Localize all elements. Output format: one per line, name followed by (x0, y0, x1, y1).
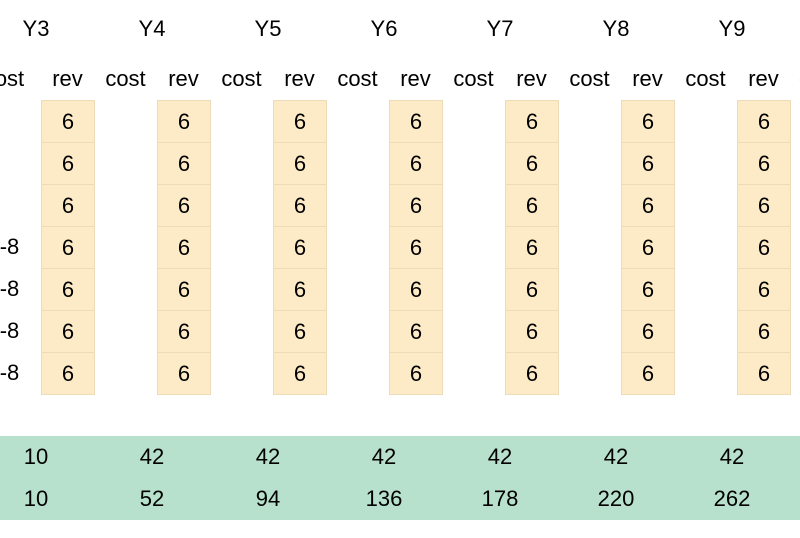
rev-cell: 6 (273, 226, 327, 269)
cost-cell: -8 (0, 360, 20, 385)
year-header: Y8 (602, 16, 630, 41)
rev-header: rev (168, 66, 199, 91)
rev-cell: 6 (737, 142, 791, 185)
rev-cell: 6 (737, 352, 791, 395)
rev-cell: 6 (41, 184, 95, 227)
cost-header: cost (337, 66, 378, 91)
rev-cell: 6 (389, 268, 443, 311)
year-header: Y7 (486, 16, 514, 41)
rev-cell: 6 (621, 184, 675, 227)
rev-header: rev (400, 66, 431, 91)
cost-header: cost (221, 66, 262, 91)
rev-cell: 6 (737, 268, 791, 311)
year-header: Y4 (138, 16, 166, 41)
cost-cell: -8 (0, 234, 20, 259)
rev-cell: 6 (737, 184, 791, 227)
year-header: Y9 (718, 16, 746, 41)
rev-cell: 6 (621, 352, 675, 395)
rev-cell: 6 (389, 226, 443, 269)
rev-cell: 6 (389, 100, 443, 143)
rev-cell: 6 (389, 142, 443, 185)
rev-cell: 6 (505, 352, 559, 395)
cost-header: cost (685, 66, 726, 91)
cost-header: cost (453, 66, 494, 91)
cumulative-cell: 10 (23, 486, 49, 511)
rev-cell: 6 (273, 352, 327, 395)
cumulative-cell: 52 (139, 486, 165, 511)
total-cell: 42 (371, 444, 397, 469)
rev-cell: 6 (157, 184, 211, 227)
year-header: Y6 (370, 16, 398, 41)
rev-cell: 6 (41, 268, 95, 311)
rev-cell: 6 (621, 142, 675, 185)
rev-cell: 6 (157, 310, 211, 353)
rev-cell: 6 (737, 100, 791, 143)
rev-cell: 6 (273, 310, 327, 353)
rev-cell: 6 (273, 142, 327, 185)
rev-cell: 6 (737, 310, 791, 353)
rev-cell: 6 (505, 226, 559, 269)
rev-cell: 6 (621, 268, 675, 311)
cost-header: cost (569, 66, 610, 91)
total-cell: 10 (23, 444, 49, 469)
total-cell: 42 (603, 444, 629, 469)
partial-header: c (790, 58, 800, 100)
rev-cell: 6 (273, 268, 327, 311)
cumulative-cell: 262 (713, 486, 751, 511)
cumulative-cell: 94 (255, 486, 281, 511)
rev-cell: 6 (505, 268, 559, 311)
rev-header: rev (748, 66, 779, 91)
rev-header: rev (632, 66, 663, 91)
cost-cell: -8 (0, 276, 20, 301)
rev-cell: 6 (505, 184, 559, 227)
rev-cell: 6 (737, 226, 791, 269)
year-header: Y5 (254, 16, 282, 41)
rev-cell: 6 (389, 310, 443, 353)
cumulative-cell: 136 (365, 486, 403, 511)
cost-cell: -8 (0, 318, 20, 343)
cumulative-cell: 220 (597, 486, 635, 511)
rev-cell: 6 (389, 184, 443, 227)
cost-header: ost (0, 66, 25, 91)
rev-cell: 6 (621, 100, 675, 143)
rev-cell: 6 (621, 226, 675, 269)
cumulative-cell: 178 (481, 486, 519, 511)
rev-cell: 6 (505, 100, 559, 143)
rev-cell: 6 (41, 226, 95, 269)
rev-header: rev (52, 66, 83, 91)
rev-cell: 6 (389, 352, 443, 395)
rev-cell: 6 (273, 100, 327, 143)
rev-cell: 6 (505, 310, 559, 353)
rev-cell: 6 (157, 226, 211, 269)
rev-cell: 6 (41, 310, 95, 353)
total-cell: 42 (255, 444, 281, 469)
rev-cell: 6 (273, 184, 327, 227)
rev-cell: 6 (157, 352, 211, 395)
rev-cell: 6 (157, 100, 211, 143)
totals-row-bg (0, 436, 800, 520)
rev-cell: 6 (505, 142, 559, 185)
year-header: Y3 (22, 16, 50, 41)
total-cell: 42 (487, 444, 513, 469)
rev-cell: 6 (621, 310, 675, 353)
total-cell: 42 (719, 444, 745, 469)
cost-header: cost (105, 66, 146, 91)
total-cell: 42 (139, 444, 165, 469)
rev-header: rev (284, 66, 315, 91)
rev-cell: 6 (157, 268, 211, 311)
rev-cell: 6 (41, 142, 95, 185)
rev-header: rev (516, 66, 547, 91)
rev-cell: 6 (157, 142, 211, 185)
rev-cell: 6 (41, 100, 95, 143)
rev-cell: 6 (41, 352, 95, 395)
